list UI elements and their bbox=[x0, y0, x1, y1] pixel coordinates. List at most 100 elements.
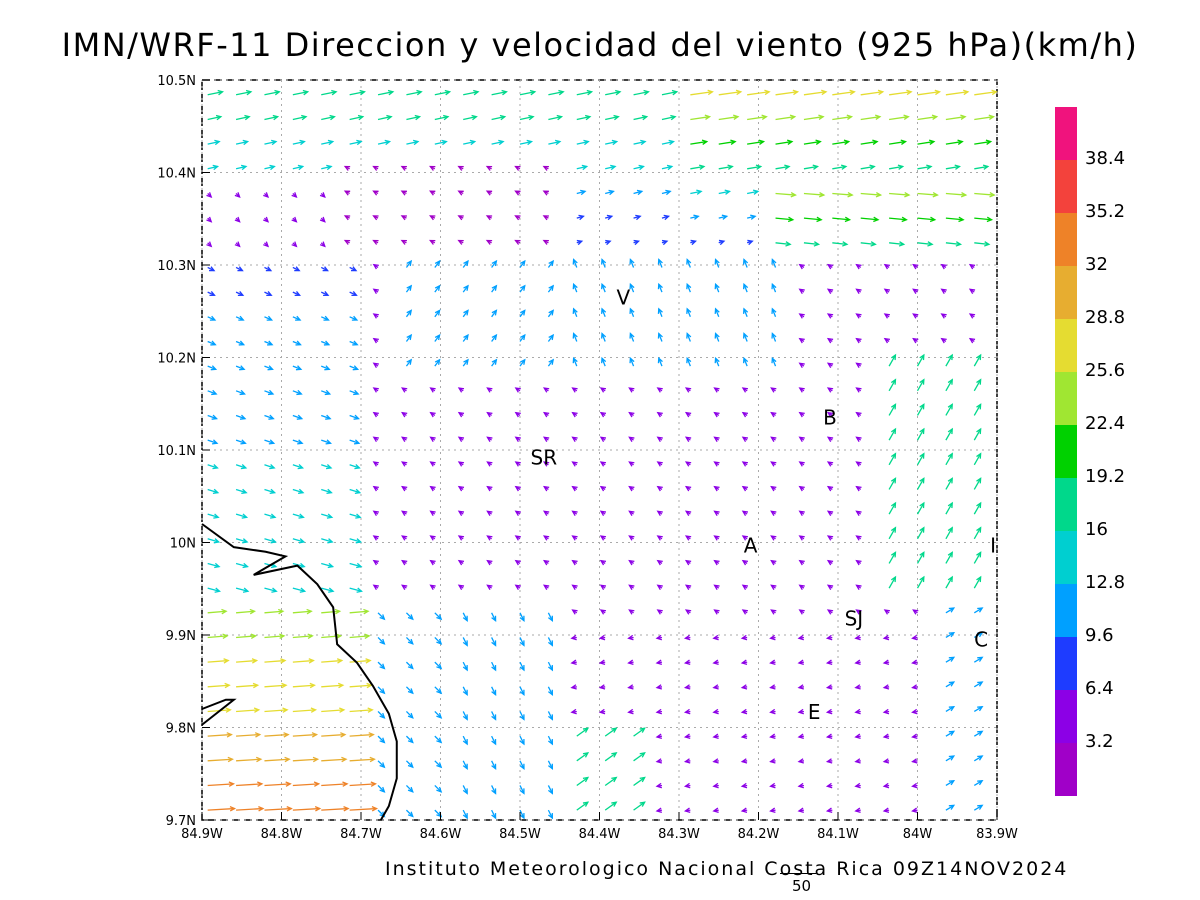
wind-arrow bbox=[741, 436, 749, 442]
wind-arrow bbox=[854, 708, 861, 715]
wind-arrow bbox=[349, 781, 377, 787]
wind-arrow bbox=[319, 241, 326, 248]
wind-arrow bbox=[945, 779, 956, 787]
wind-arrow bbox=[769, 758, 776, 764]
wind-arrow bbox=[457, 485, 465, 492]
wind-arrow bbox=[457, 411, 465, 418]
wind-arrow bbox=[598, 659, 606, 665]
wind-arrow bbox=[973, 730, 984, 737]
wind-arrow bbox=[974, 241, 991, 247]
wind-arrow bbox=[235, 389, 246, 396]
wind-arrow bbox=[519, 760, 525, 771]
wind-arrow bbox=[434, 284, 441, 293]
wind-arrow bbox=[264, 633, 286, 639]
wind-arrow bbox=[264, 291, 273, 297]
wind-arrow bbox=[657, 356, 663, 367]
wind-arrow bbox=[349, 682, 373, 689]
wind-arrow bbox=[826, 609, 834, 615]
wind-arrow bbox=[207, 608, 228, 615]
wind-arrow bbox=[457, 584, 465, 590]
wind-arrow bbox=[349, 89, 366, 96]
wind-arrow bbox=[917, 89, 942, 96]
wind-arrow bbox=[321, 439, 333, 445]
wind-arrow bbox=[207, 513, 220, 519]
wind-arrow bbox=[207, 464, 219, 470]
town-marker-v: V bbox=[617, 285, 631, 309]
wind-arrow bbox=[514, 510, 521, 516]
wind-arrow bbox=[661, 239, 669, 246]
wind-arrow bbox=[769, 634, 776, 641]
wind-arrow bbox=[974, 139, 993, 145]
wind-arrow bbox=[604, 727, 618, 737]
wind-arrow bbox=[690, 164, 706, 170]
wind-arrow bbox=[684, 510, 692, 516]
coastline-peninsula bbox=[201, 698, 237, 726]
wind-arrow bbox=[633, 727, 646, 737]
wind-arrow bbox=[832, 139, 851, 145]
wind-arrow bbox=[491, 785, 497, 795]
wind-arrow bbox=[291, 192, 298, 199]
wind-arrow bbox=[628, 436, 635, 442]
wind-arrow bbox=[889, 114, 910, 121]
wind-arrow bbox=[770, 411, 777, 418]
wind-arrow bbox=[686, 307, 692, 318]
wind-arrow bbox=[547, 637, 554, 647]
wind-arrow bbox=[599, 559, 607, 566]
wind-arrow bbox=[945, 378, 953, 392]
wind-arrow bbox=[264, 707, 289, 713]
wind-arrow bbox=[629, 332, 635, 342]
x-tick-label: 84.2W bbox=[738, 827, 780, 842]
wind-arrow bbox=[463, 89, 480, 96]
wind-arrow bbox=[372, 239, 379, 245]
wind-arrow bbox=[434, 711, 443, 719]
y-axis-ticks: 9.7N 9.8N 9.9N 10N 10.1N 10.2N 10.3N 10.4N 10.5N bbox=[157, 74, 210, 829]
wind-arrow bbox=[601, 307, 607, 318]
wind-arrow bbox=[547, 284, 555, 293]
wind-arrow bbox=[514, 485, 521, 492]
wind-arrow bbox=[747, 139, 766, 145]
wind-arrow bbox=[854, 807, 861, 813]
wind-arrow bbox=[235, 587, 250, 593]
wind-arrow bbox=[576, 752, 590, 762]
wind-arrow bbox=[917, 139, 936, 145]
wind-arrow bbox=[797, 634, 805, 641]
wind-arrow bbox=[292, 682, 316, 689]
wind-arrow bbox=[486, 387, 493, 393]
wind-arrow bbox=[661, 189, 672, 196]
wind-arrow bbox=[547, 259, 555, 268]
wind-arrow bbox=[542, 411, 550, 418]
wind-arrow bbox=[429, 239, 436, 245]
wind-arrow bbox=[571, 387, 578, 393]
wind-arrow bbox=[292, 164, 305, 171]
wind-arrow bbox=[889, 216, 908, 223]
town-marker-i: I bbox=[990, 533, 996, 557]
wind-arrow bbox=[491, 309, 498, 318]
wind-arrow bbox=[457, 461, 465, 467]
wind-arrow bbox=[486, 411, 493, 418]
colorbar-segment bbox=[1055, 372, 1077, 425]
wind-arrow bbox=[629, 258, 635, 268]
wind-arrow bbox=[491, 89, 508, 96]
wind-arrow bbox=[803, 241, 821, 247]
wind-arrow bbox=[797, 708, 805, 715]
wind-arrow bbox=[854, 733, 861, 739]
wind-arrow bbox=[236, 732, 262, 738]
wind-arrow bbox=[686, 356, 692, 367]
wind-arrow bbox=[741, 387, 749, 393]
wind-arrow bbox=[797, 782, 805, 789]
wind-arrow bbox=[714, 356, 720, 367]
wind-arrow bbox=[916, 501, 925, 515]
wind-arrow bbox=[973, 403, 982, 416]
wind-arrow bbox=[605, 114, 620, 121]
wind-arrow bbox=[207, 414, 218, 420]
wind-arrow bbox=[263, 216, 270, 223]
wind-arrow bbox=[686, 258, 692, 268]
wind-arrow bbox=[486, 535, 493, 541]
wind-arrow bbox=[741, 461, 749, 467]
wind-arrow bbox=[548, 114, 564, 121]
wind-arrow bbox=[882, 708, 890, 715]
wind-arrow bbox=[321, 513, 334, 519]
wind-arrow bbox=[372, 510, 379, 516]
wind-arrow bbox=[519, 711, 525, 721]
wind-arrow bbox=[803, 164, 820, 170]
